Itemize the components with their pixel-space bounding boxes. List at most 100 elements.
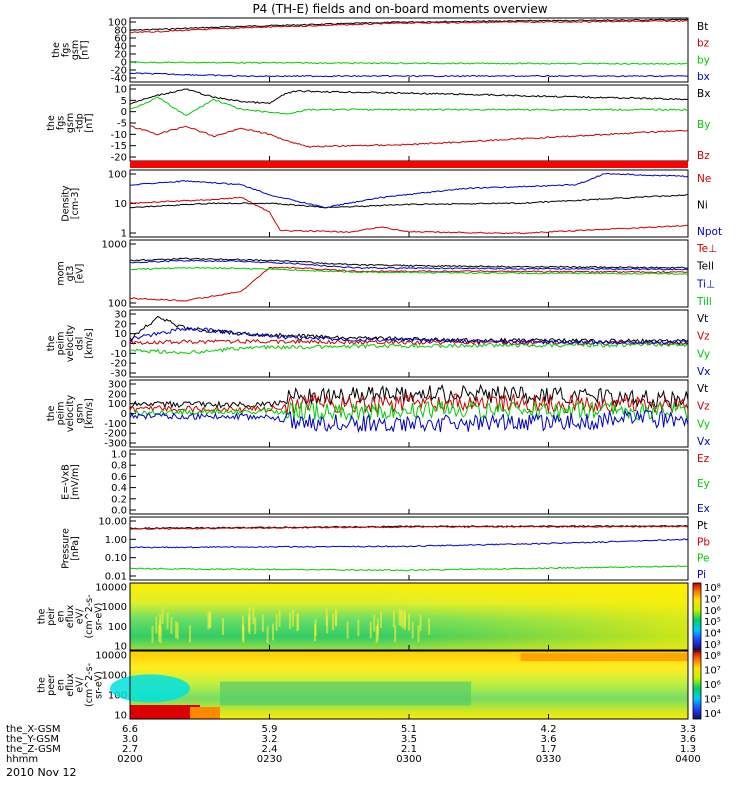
ytick-label: 10.00 [98, 517, 127, 528]
ytick-label: 0 [121, 107, 127, 118]
x-axis-annotation: 6.63.02.702005.93.22.402305.13.52.103004… [6, 77, 701, 765]
spectrogram-streak [261, 614, 264, 632]
spectrogram-streak [334, 609, 337, 627]
ylabel-line: en [56, 611, 67, 623]
ytick-label: 0.10 [105, 553, 127, 564]
series-Tell [129, 257, 689, 269]
spectrogram-blob [110, 674, 190, 703]
panel-frame [129, 84, 689, 162]
spectrogram-streak [407, 613, 410, 631]
ytick-label: 10 [114, 711, 127, 722]
ylabel-line: gt3 [65, 266, 76, 282]
ytick-label: 100 [108, 622, 127, 633]
ylabel-line: peir [46, 607, 57, 626]
flag-bar [130, 161, 688, 168]
ytick-label: 0 [121, 58, 127, 69]
spectrogram-streak [373, 614, 376, 632]
spectrogram-streak [376, 617, 379, 635]
ylabel-line: eV/ [75, 676, 86, 692]
ylabel-line: peim [56, 332, 67, 356]
spectrogram-streak [161, 607, 164, 624]
ylabel-line: eflux [65, 604, 76, 628]
ytick-label: 0.8 [111, 461, 127, 472]
ylabel-line: gsm [75, 403, 86, 423]
spectrogram-streak [158, 619, 161, 637]
ylabel-efield: E=-VxB[mV/m] [60, 464, 81, 500]
spectrogram-streak [291, 609, 294, 627]
ytick-label: 1.0 [111, 450, 127, 461]
ytick-label: 100 [108, 299, 127, 310]
spectrogram-streak [392, 610, 395, 628]
ytick-label: 0.0 [111, 506, 127, 517]
series-Vy [129, 341, 689, 355]
spectrogram-streak [379, 611, 382, 628]
spectrogram-streak [175, 621, 178, 639]
plot-title: P4 (TH-E) fields and on-board moments ov… [252, 2, 547, 16]
ytick-label: 1000 [102, 671, 127, 682]
ytick-label: 0 [121, 339, 127, 350]
xaxis-row-label: the_Z-GSM [6, 744, 61, 755]
ytick-label: -20 [111, 359, 127, 370]
panel-pressure: Pressure[nPa] 10.00 1.00 0.10 0.01 Pt Pb Pe Pi [60, 516, 710, 583]
spectrogram-streak [247, 614, 250, 632]
xtick-label: 2.7 [122, 744, 138, 755]
colorbar-label: 10⁶ [704, 606, 721, 617]
series-Ni [129, 193, 689, 209]
legend-Pb: Pb [697, 536, 710, 548]
ylabel-pressure: Pressure[nPa] [60, 528, 81, 569]
spectrogram-streak [166, 612, 169, 630]
ytick-label: 1.00 [105, 535, 127, 546]
ylabel-line: gsm [65, 113, 76, 133]
xtick-label: 2.4 [262, 744, 278, 755]
xaxis-row-label: the_X-GSM [6, 724, 60, 735]
colorbar-label: 10⁶ [704, 680, 721, 691]
plot-date: 2010 Nov 12 [6, 766, 76, 779]
legend-Ey: Ey [697, 478, 710, 490]
legend-bx: bx [697, 71, 710, 83]
legend-Bz: Bz [697, 150, 710, 162]
spectrogram-streak [188, 625, 191, 643]
spectrogram-streak [357, 619, 360, 637]
spectrogram-streak [326, 616, 329, 634]
spectrogram-blob [130, 705, 200, 719]
series-Pe [129, 565, 689, 572]
ylabel-line: [eV] [75, 264, 86, 284]
panel-peer_eflux: thepeerenefluxeV/(cm^2-s-sr-eV)100001000… [37, 650, 721, 722]
spectrogram-streak [207, 612, 210, 630]
spectrogram-streak [346, 621, 349, 639]
ytick-label: 30 [114, 310, 127, 321]
xtick-label: 3.6 [680, 734, 696, 745]
legend-Vz: Vz [697, 331, 710, 343]
ylabel-line: fgs [56, 116, 67, 130]
ytick-label: -10 [111, 130, 127, 141]
ylabel-line: sr-eV) [94, 603, 105, 631]
xaxis-row-label: the_Y-GSM [6, 734, 59, 745]
panel-frame [129, 169, 689, 238]
ytick-label: 0 [121, 409, 127, 420]
series-Pb [130, 525, 688, 530]
colorbar-label: 10⁵ [704, 617, 721, 628]
xtick-label: 3.3 [680, 724, 696, 735]
legend-Ni: Ni [697, 200, 708, 212]
ytick-label: 100 [108, 18, 127, 29]
xtick-label: 1.7 [541, 744, 557, 755]
legend-Pe: Pe [697, 553, 709, 565]
legend-Vt: Vt [697, 313, 708, 325]
ytick-label: -5 [117, 119, 127, 130]
xtick-label: 0200 [117, 754, 142, 765]
xaxis-row-label: hhmm [6, 754, 38, 765]
spectrogram-streak [296, 614, 299, 632]
colorbar-label: 10⁸ [704, 651, 721, 662]
legend-Te⊥: Te⊥ [696, 243, 717, 255]
ylabel-line: the [37, 609, 48, 625]
legend-Vz: Vz [697, 401, 710, 413]
ylabel-line: [nT] [84, 113, 95, 132]
ytick-label: 0.4 [111, 483, 127, 494]
ytick-label: 80 [114, 26, 127, 37]
ylabel-line: (cm^2-s- [84, 595, 95, 639]
